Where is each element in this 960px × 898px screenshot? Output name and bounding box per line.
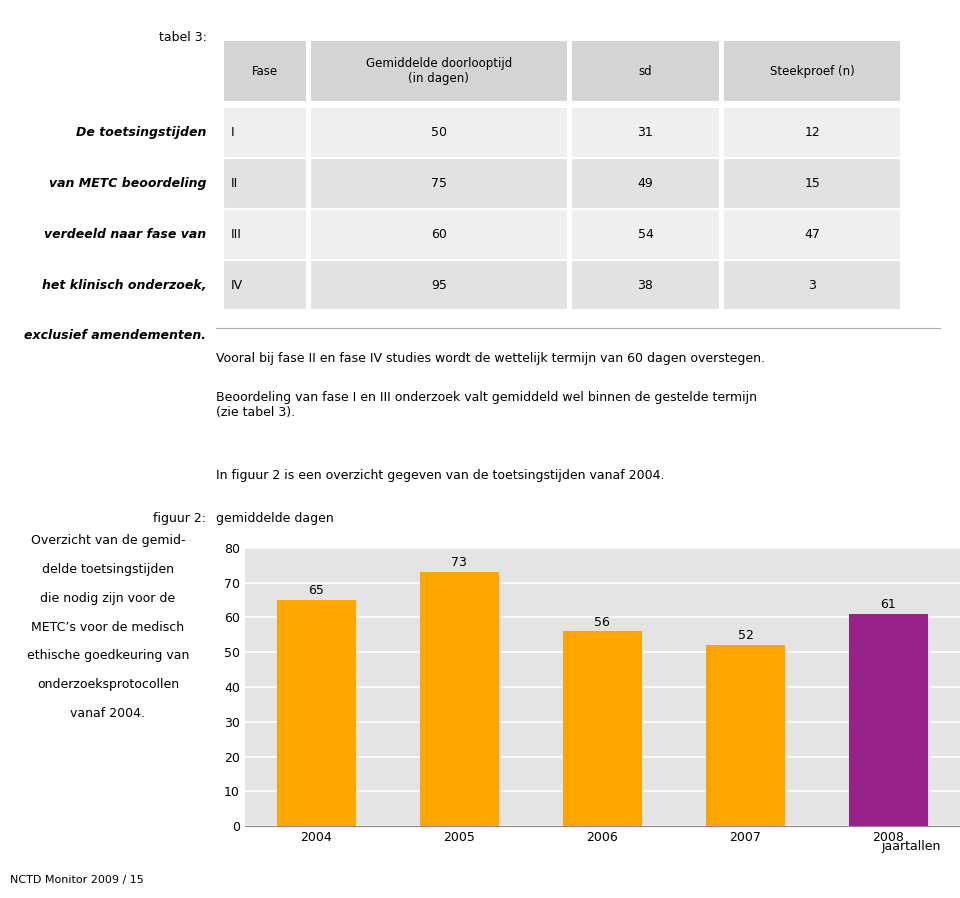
Text: 73: 73: [451, 557, 468, 569]
Text: 60: 60: [431, 228, 446, 241]
Text: jaartallen: jaartallen: [881, 840, 941, 852]
Bar: [723, 260, 900, 311]
Bar: [310, 158, 567, 209]
Text: 38: 38: [637, 278, 654, 292]
Text: Beoordeling van fase I en III onderzoek valt gemiddeld wel binnen de gestelde te: Beoordeling van fase I en III onderzoek …: [216, 391, 757, 418]
Bar: [224, 209, 306, 260]
Text: die nodig zijn voor de: die nodig zijn voor de: [40, 592, 176, 604]
Bar: [571, 107, 720, 158]
Bar: [723, 40, 900, 101]
Bar: [707, 645, 784, 826]
Text: II: II: [230, 177, 238, 190]
Text: METC’s voor de medisch: METC’s voor de medisch: [32, 621, 184, 633]
Bar: [571, 260, 720, 311]
Text: 52: 52: [737, 629, 754, 642]
Text: I: I: [230, 126, 234, 139]
Text: ethische goedkeuring van: ethische goedkeuring van: [27, 649, 189, 662]
Text: Steekproef (n): Steekproef (n): [770, 65, 854, 77]
Bar: [723, 158, 900, 209]
Bar: [224, 107, 306, 158]
Text: sd: sd: [638, 65, 652, 77]
Text: De toetsingstijden: De toetsingstijden: [76, 126, 206, 139]
Bar: [420, 572, 498, 826]
Text: 65: 65: [308, 585, 324, 597]
Text: In figuur 2 is een overzicht gegeven van de toetsingstijden vanaf 2004.: In figuur 2 is een overzicht gegeven van…: [216, 469, 664, 481]
Bar: [224, 158, 306, 209]
Text: gemiddelde dagen: gemiddelde dagen: [216, 512, 334, 524]
Text: IV: IV: [230, 278, 243, 292]
Text: figuur 2:: figuur 2:: [154, 512, 206, 524]
Bar: [571, 209, 720, 260]
Text: het klinisch onderzoek,: het klinisch onderzoek,: [42, 278, 206, 292]
Text: 31: 31: [637, 126, 654, 139]
Bar: [310, 260, 567, 311]
Bar: [723, 107, 900, 158]
Text: tabel 3:: tabel 3:: [158, 31, 206, 44]
Text: van METC beoordeling: van METC beoordeling: [49, 177, 206, 190]
Bar: [571, 40, 720, 101]
Bar: [850, 614, 927, 826]
Text: 12: 12: [804, 126, 820, 139]
Bar: [224, 260, 306, 311]
Bar: [571, 158, 720, 209]
Text: 47: 47: [804, 228, 820, 241]
Bar: [310, 107, 567, 158]
Text: delde toetsingstijden: delde toetsingstijden: [42, 563, 174, 576]
Text: 61: 61: [880, 598, 897, 612]
Bar: [277, 600, 355, 826]
Text: 56: 56: [594, 615, 611, 629]
Text: 3: 3: [808, 278, 816, 292]
Text: 49: 49: [637, 177, 654, 190]
Text: Vooral bij fase II en fase IV studies wordt de wettelijk termijn van 60 dagen ov: Vooral bij fase II en fase IV studies wo…: [216, 352, 765, 365]
Text: NCTD Monitor 2009 / 15: NCTD Monitor 2009 / 15: [10, 875, 143, 885]
Text: vanaf 2004.: vanaf 2004.: [70, 707, 146, 719]
Text: 95: 95: [431, 278, 446, 292]
Text: 75: 75: [431, 177, 446, 190]
Bar: [310, 209, 567, 260]
Text: Fase: Fase: [252, 65, 278, 77]
Bar: [310, 40, 567, 101]
Text: 50: 50: [431, 126, 446, 139]
Text: verdeeld naar fase van: verdeeld naar fase van: [44, 228, 206, 241]
Text: exclusief amendementen.: exclusief amendementen.: [24, 330, 206, 342]
Bar: [224, 40, 306, 101]
Bar: [723, 209, 900, 260]
Text: Gemiddelde doorlooptijd
(in dagen): Gemiddelde doorlooptijd (in dagen): [366, 57, 512, 85]
Text: III: III: [230, 228, 241, 241]
Text: 54: 54: [637, 228, 654, 241]
Text: 15: 15: [804, 177, 820, 190]
Bar: [564, 631, 641, 826]
Text: Overzicht van de gemid-: Overzicht van de gemid-: [31, 534, 185, 547]
Text: onderzoeksprotocollen: onderzoeksprotocollen: [36, 678, 180, 691]
